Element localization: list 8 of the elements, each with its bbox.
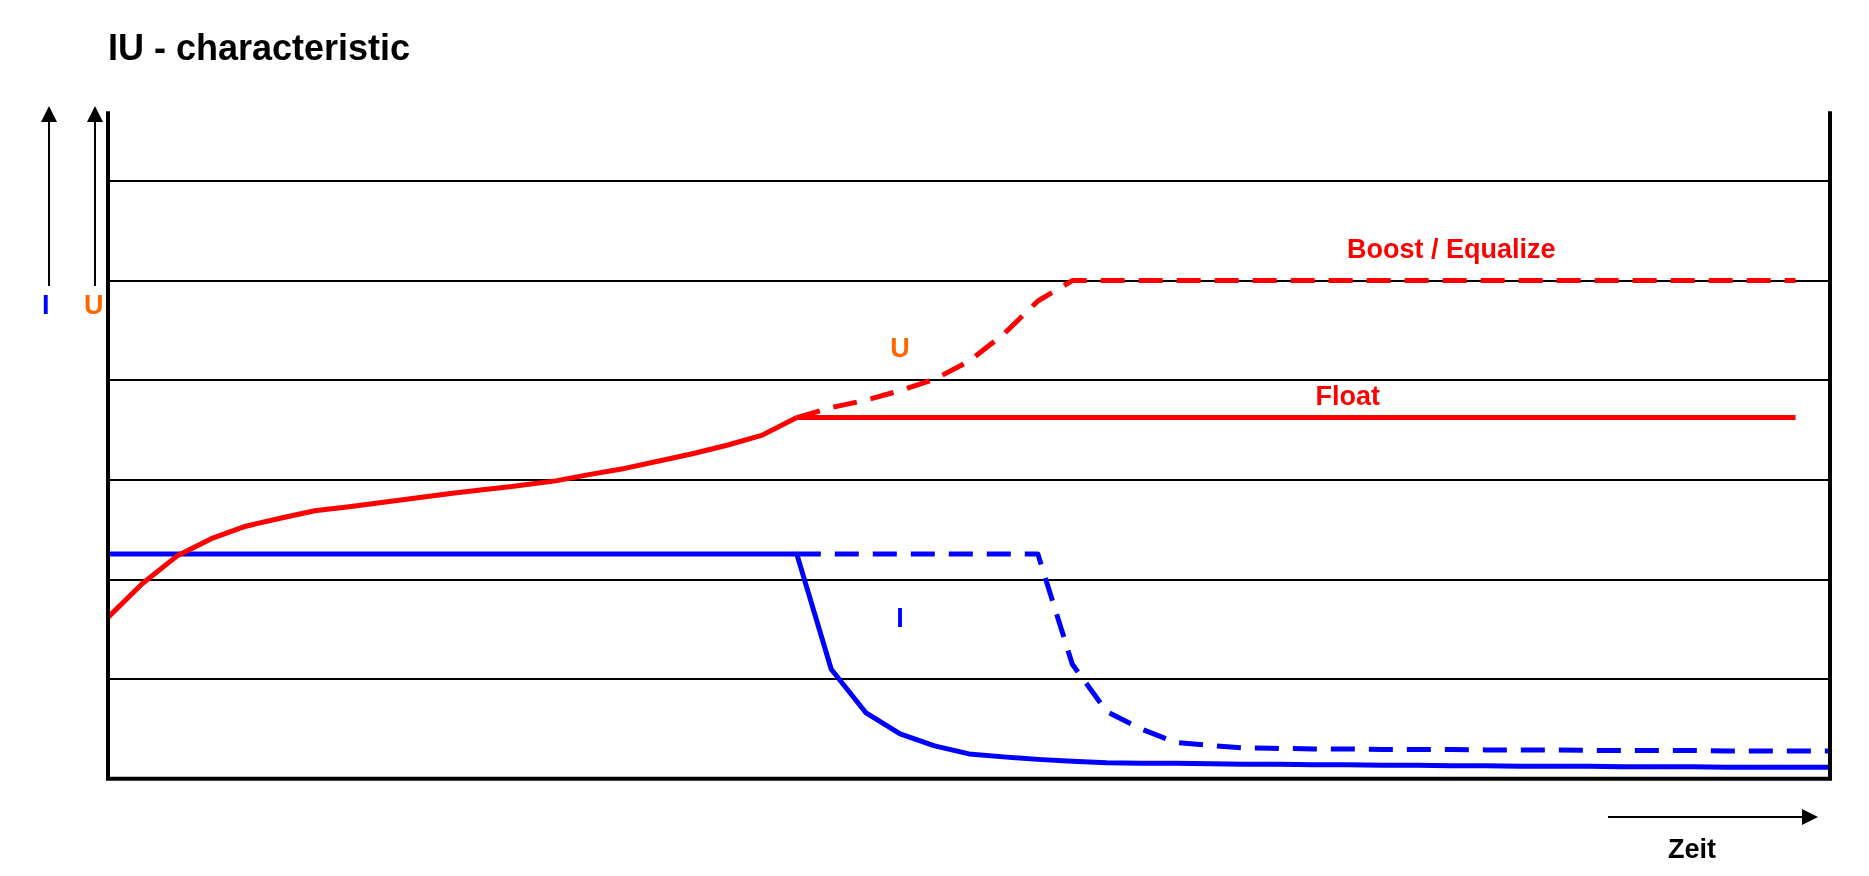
text: I <box>896 603 904 634</box>
y-axis-title: I <box>42 290 50 321</box>
annotation: U <box>890 333 910 364</box>
y2-axis-title: U <box>84 290 104 321</box>
series-label: Float <box>1315 381 1381 412</box>
x-axis-title: Zeit <box>1668 834 1717 865</box>
series-label: Boost / Equalize <box>1346 234 1556 265</box>
chart-title: IU - characteristic <box>108 26 411 68</box>
